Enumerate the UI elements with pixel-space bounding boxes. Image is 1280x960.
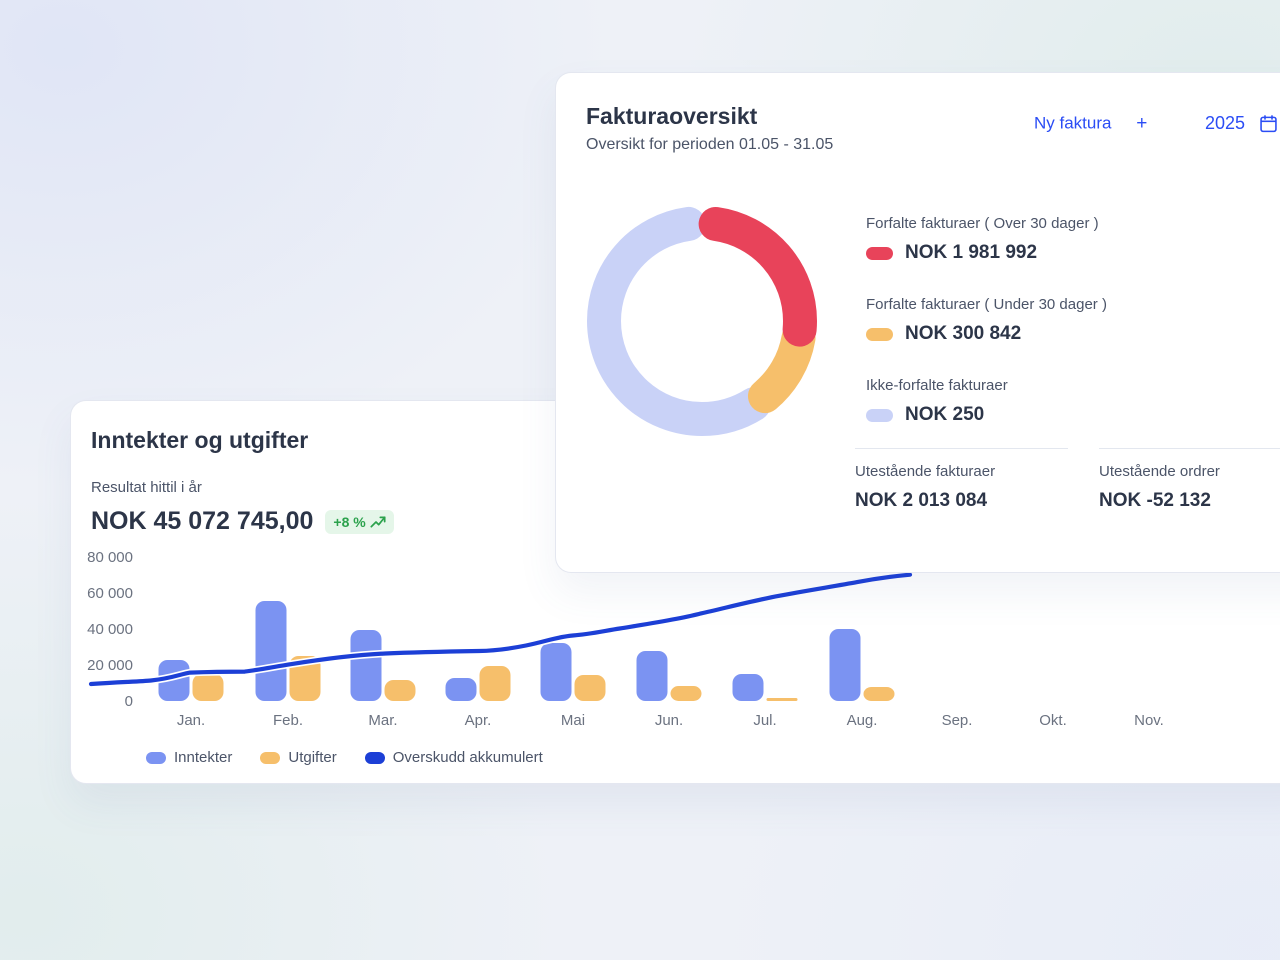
svg-text:20 000: 20 000 — [87, 657, 133, 674]
svg-text:Sep.: Sep. — [942, 712, 973, 729]
svg-text:Mai: Mai — [561, 712, 585, 729]
svg-text:60 000: 60 000 — [87, 585, 133, 602]
svg-text:40 000: 40 000 — [87, 621, 133, 638]
svg-text:Feb.: Feb. — [273, 712, 303, 729]
svg-text:Jun.: Jun. — [655, 712, 683, 729]
svg-text:80 000: 80 000 — [87, 549, 133, 566]
svg-text:Jan.: Jan. — [177, 712, 205, 729]
svg-text:Apr.: Apr. — [465, 712, 492, 729]
svg-text:Jul.: Jul. — [753, 712, 776, 729]
svg-text:0: 0 — [125, 693, 133, 710]
svg-text:Okt.: Okt. — [1039, 712, 1067, 729]
svg-text:Nov.: Nov. — [1134, 712, 1164, 729]
svg-text:Aug.: Aug. — [847, 712, 878, 729]
svg-text:Mar.: Mar. — [368, 712, 397, 729]
